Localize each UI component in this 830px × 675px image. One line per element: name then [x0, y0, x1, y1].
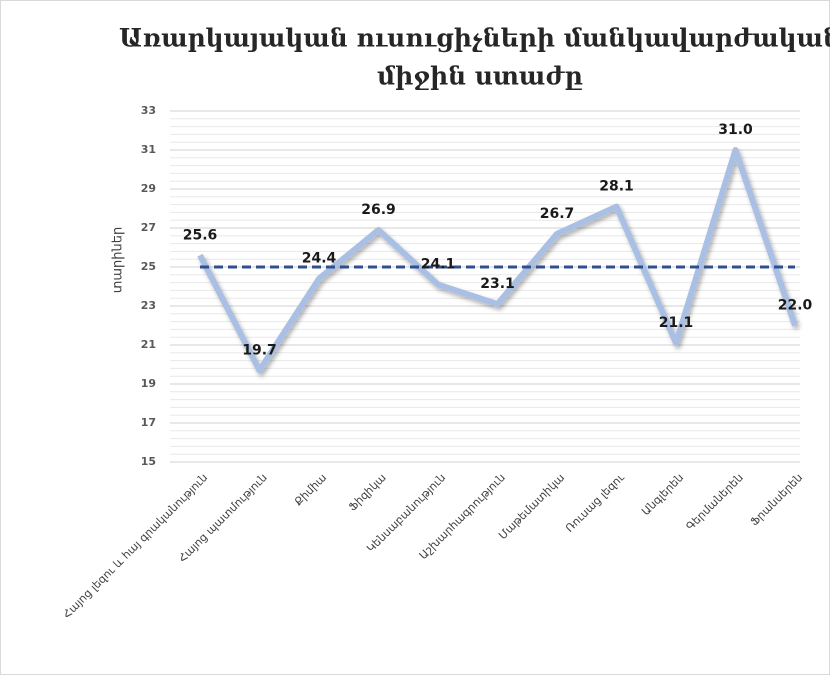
y-axis-label: տարիներ	[111, 227, 126, 294]
y-tick-label: 15	[141, 455, 156, 468]
data-label: 19.7	[242, 342, 277, 358]
y-tick-label: 31	[141, 143, 156, 156]
data-label: 23.1	[480, 276, 515, 292]
data-label: 31.0	[718, 122, 753, 138]
y-tick-label: 29	[141, 182, 156, 195]
y-tick-label: 27	[141, 221, 156, 234]
y-tick-label: 17	[141, 416, 156, 429]
data-label: 26.9	[361, 202, 396, 218]
y-tick-label: 19	[141, 377, 156, 390]
data-label: 28.1	[599, 179, 634, 195]
y-tick-label: 23	[141, 299, 156, 312]
data-label: 26.7	[540, 206, 575, 222]
data-label: 22.0	[778, 298, 813, 314]
chart-title: միջին ստաժը	[377, 62, 583, 91]
data-line	[197, 147, 798, 374]
chart-title: Առարկայական ուսուցիչների մանկավարժական	[119, 24, 830, 53]
y-tick-label: 25	[141, 260, 156, 273]
data-label: 24.1	[421, 257, 456, 273]
y-tick-label: 21	[141, 338, 156, 351]
y-tick-label: 33	[141, 104, 156, 117]
data-label: 24.4	[302, 251, 337, 267]
data-label: 21.1	[659, 315, 694, 331]
data-label: 25.6	[183, 227, 218, 243]
